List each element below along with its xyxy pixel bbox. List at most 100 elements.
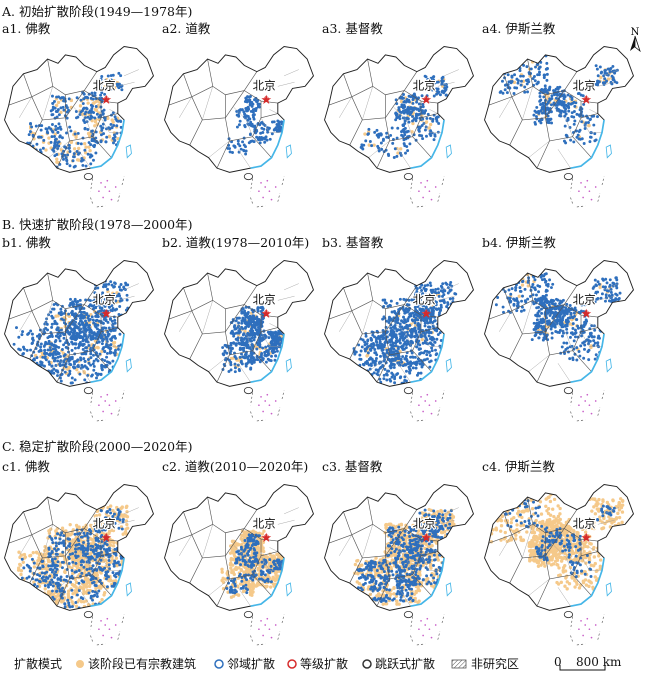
neighborhood-diffusion-dot [573, 352, 577, 356]
neighborhood-diffusion-dot [532, 75, 536, 78]
neighborhood-diffusion-dot [97, 340, 101, 344]
neighborhood-diffusion-dot [411, 299, 415, 303]
neighborhood-diffusion-dot [595, 297, 599, 301]
neighborhood-diffusion-dot [582, 324, 586, 328]
neighborhood-diffusion-dot [90, 373, 94, 377]
neighborhood-diffusion-dot [608, 278, 612, 282]
neighborhood-diffusion-dot [534, 313, 538, 317]
neighborhood-diffusion-dot [600, 70, 604, 74]
map-panel-b3: b3. 基督教 北京 [320, 232, 478, 422]
neighborhood-diffusion-dot [561, 325, 565, 329]
neighborhood-diffusion-dot [565, 331, 569, 335]
neighborhood-diffusion-dot [72, 152, 76, 156]
neighborhood-diffusion-dot [515, 297, 519, 301]
neighborhood-diffusion-dot [117, 313, 121, 316]
province-boundary [444, 283, 459, 291]
neighborhood-diffusion-dot [425, 330, 429, 334]
neighborhood-diffusion-dot [551, 282, 555, 286]
existing-building-dot [28, 553, 33, 558]
existing-building-dot [123, 530, 127, 535]
existing-building-dot [107, 135, 112, 139]
taiwan-island [445, 358, 452, 373]
neighborhood-diffusion-dot [357, 343, 361, 347]
neighborhood-diffusion-dot [605, 79, 608, 83]
neighborhood-diffusion-dot [411, 355, 415, 359]
neighborhood-diffusion-dot [44, 358, 48, 362]
neighborhood-diffusion-dot [112, 133, 116, 137]
neighborhood-diffusion-dot [427, 334, 431, 338]
neighborhood-diffusion-dot [277, 129, 281, 133]
neighborhood-diffusion-dot [389, 347, 393, 351]
neighborhood-diffusion-dot [519, 83, 523, 87]
neighborhood-diffusion-dot [399, 325, 403, 329]
neighborhood-diffusion-dot [236, 316, 240, 320]
province-boundary [522, 300, 533, 334]
neighborhood-diffusion-dot [76, 334, 80, 338]
region-boundary [168, 310, 203, 360]
taiwan-island [605, 144, 612, 159]
neighborhood-diffusion-dot [360, 345, 364, 349]
existing-building-dot [54, 314, 58, 318]
neighborhood-diffusion-dot [109, 350, 113, 354]
neighborhood-diffusion-dot [425, 350, 429, 353]
neighborhood-diffusion-dot [603, 299, 607, 303]
neighborhood-diffusion-dot [439, 339, 443, 342]
neighborhood-diffusion-dot [42, 344, 46, 348]
neighborhood-diffusion-dot [421, 308, 425, 312]
neighborhood-diffusion-dot [544, 310, 548, 314]
neighborhood-diffusion-dot [451, 296, 455, 300]
nine-dash-line [90, 390, 125, 422]
neighborhood-diffusion-dot [596, 341, 600, 345]
province-boundary [566, 119, 573, 137]
neighborhood-diffusion-dot [251, 333, 254, 337]
neighborhood-diffusion-dot [30, 342, 34, 346]
neighborhood-diffusion-dot [388, 359, 392, 363]
neighborhood-diffusion-dot [400, 133, 404, 137]
neighborhood-diffusion-dot [51, 316, 55, 320]
province-boundary [233, 321, 247, 335]
neighborhood-diffusion-dot [384, 301, 388, 305]
province-boundary [339, 310, 352, 332]
neighborhood-diffusion-dot [558, 328, 562, 332]
neighborhood-diffusion-dot [569, 94, 573, 98]
neighborhood-diffusion-dot [374, 368, 378, 372]
neighborhood-diffusion-dot [53, 322, 57, 325]
south-sea-islands [578, 393, 597, 415]
neighborhood-diffusion-dot [555, 106, 559, 110]
map-svg: 北京 [484, 259, 634, 422]
neighborhood-diffusion-dot [401, 106, 405, 110]
existing-building-dot [125, 510, 129, 514]
neighborhood-diffusion-dot [394, 356, 398, 360]
neighborhood-diffusion-dot [540, 321, 544, 325]
neighborhood-diffusion-dot [537, 305, 541, 309]
neighborhood-diffusion-dot [39, 342, 43, 346]
neighborhood-diffusion-dot [419, 298, 423, 302]
neighborhood-diffusion-dot [594, 64, 598, 68]
neighborhood-diffusion-dot [109, 317, 113, 321]
neighborhood-diffusion-dot [412, 92, 416, 96]
neighborhood-diffusion-dot [75, 116, 78, 120]
existing-building-dot [106, 289, 110, 294]
province-boundary [437, 81, 455, 87]
neighborhood-diffusion-dot [536, 62, 540, 66]
neighborhood-diffusion-dot [242, 115, 246, 119]
coastline [90, 333, 125, 383]
neighborhood-diffusion-dot [529, 67, 533, 71]
neighborhood-diffusion-dot [614, 276, 618, 280]
neighborhood-diffusion-dot [601, 285, 605, 289]
neighborhood-diffusion-dot [515, 309, 519, 313]
neighborhood-diffusion-dot [383, 358, 386, 362]
neighborhood-diffusion-dot [512, 92, 516, 95]
neighborhood-diffusion-dot [537, 119, 541, 123]
neighborhood-diffusion-dot [501, 79, 504, 83]
neighborhood-diffusion-dot [396, 347, 400, 351]
neighborhood-diffusion-dot [261, 357, 265, 361]
neighborhood-diffusion-dot [79, 330, 83, 334]
neighborhood-diffusion-dot [266, 330, 270, 334]
neighborhood-diffusion-dot [425, 134, 428, 138]
neighborhood-diffusion-dot [413, 355, 417, 359]
panel-label: b3. 基督教 [322, 235, 384, 250]
neighborhood-diffusion-dot [423, 74, 427, 78]
neighborhood-diffusion-dot [58, 354, 62, 358]
neighborhood-diffusion-dot [248, 95, 252, 98]
